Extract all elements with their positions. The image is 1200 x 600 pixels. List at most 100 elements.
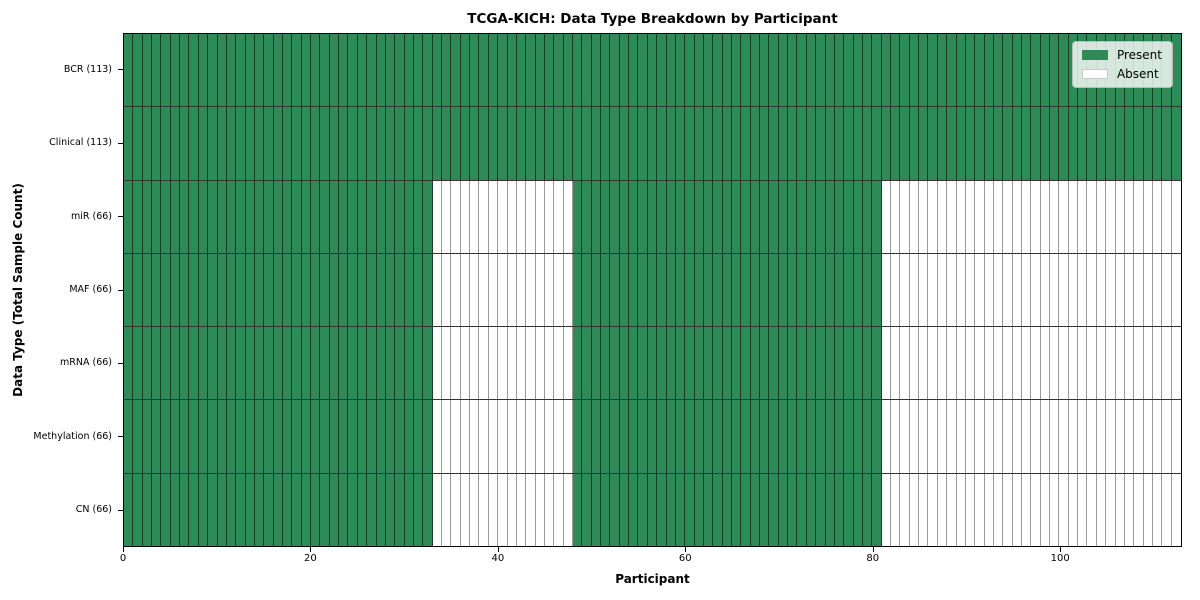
cell-MAF-7	[189, 253, 199, 327]
cell-CN-90	[965, 473, 976, 546]
chart-title: TCGA-KICH: Data Type Breakdown by Partic…	[467, 11, 838, 27]
cell-miR-112	[1171, 180, 1181, 253]
cell-BCR-53	[619, 34, 630, 107]
cell-mRNA-41	[507, 327, 517, 400]
cell-miR-77	[844, 180, 854, 253]
cell-Clinical-2	[142, 107, 153, 180]
cell-CN-67	[750, 473, 761, 546]
cell-miR-90	[965, 180, 976, 253]
cell-Methylation-73	[806, 400, 817, 473]
cell-BCR-14	[254, 34, 265, 107]
cell-CN-98	[1040, 473, 1051, 546]
cell-BCR-48	[572, 34, 583, 107]
legend: Present Absent	[1071, 41, 1173, 88]
cell-BCR-8	[198, 34, 209, 107]
cell-MAF-11	[226, 253, 237, 327]
cell-mRNA-98	[1040, 327, 1051, 400]
cell-CN-47	[563, 473, 573, 546]
cell-CN-25	[357, 473, 368, 546]
legend-entry-present: Present	[1081, 48, 1162, 62]
cell-Clinical-72	[797, 107, 807, 180]
cell-miR-13	[245, 180, 255, 253]
cell-Clinical-55	[638, 107, 648, 180]
cell-Clinical-102	[1078, 107, 1088, 180]
cell-Clinical-40	[498, 107, 508, 180]
cell-Methylation-8	[198, 400, 209, 473]
cell-CN-48	[572, 473, 583, 546]
cell-mRNA-80	[872, 327, 882, 400]
cell-Clinical-66	[741, 107, 751, 180]
cell-miR-23	[339, 180, 349, 253]
cell-mRNA-48	[572, 327, 583, 400]
cell-Clinical-83	[900, 107, 910, 180]
cell-BCR-68	[760, 34, 770, 107]
cell-BCR-72	[797, 34, 807, 107]
cell-Methylation-95	[1012, 400, 1022, 473]
cell-Methylation-53	[619, 400, 630, 473]
cell-Methylation-109	[1143, 400, 1153, 473]
cell-miR-94	[1003, 180, 1013, 253]
cell-Clinical-54	[629, 107, 639, 180]
cell-MAF-84	[909, 253, 920, 327]
cell-mRNA-43	[526, 327, 536, 400]
cell-Methylation-85	[919, 400, 929, 473]
cell-Clinical-13	[245, 107, 255, 180]
cell-CN-59	[675, 473, 686, 546]
xtick-label-80: 80	[866, 553, 880, 564]
cell-miR-28	[385, 180, 396, 253]
cell-Methylation-19	[301, 400, 312, 473]
cell-BCR-57	[657, 34, 667, 107]
cell-BCR-39	[488, 34, 499, 107]
cell-MAF-59	[675, 253, 686, 327]
cell-CN-109	[1143, 473, 1153, 546]
cell-Clinical-64	[722, 107, 732, 180]
cell-CN-41	[507, 473, 517, 546]
cell-Methylation-40	[498, 400, 508, 473]
cell-mRNA-17	[283, 327, 293, 400]
cell-CN-76	[834, 473, 845, 546]
cell-miR-86	[928, 180, 938, 253]
cell-Clinical-20	[311, 107, 321, 180]
cell-miR-82	[891, 180, 901, 253]
cell-BCR-30	[404, 34, 414, 107]
cell-CN-17	[283, 473, 293, 546]
ytick-mark	[118, 216, 123, 218]
cell-mRNA-0	[124, 327, 134, 400]
ytick-label-miR: miR (66)	[70, 210, 112, 222]
cell-CN-84	[909, 473, 920, 546]
cell-Methylation-82	[891, 400, 901, 473]
cell-mRNA-96	[1021, 327, 1032, 400]
cell-mRNA-26	[367, 327, 377, 400]
cell-BCR-112	[1171, 34, 1181, 107]
cell-MAF-68	[760, 253, 770, 327]
legend-label-present: Present	[1116, 48, 1162, 62]
cell-BCR-36	[460, 34, 471, 107]
cell-miR-68	[760, 180, 770, 253]
cell-CN-85	[919, 473, 929, 546]
cell-Methylation-23	[339, 400, 349, 473]
cell-Methylation-29	[395, 400, 405, 473]
cell-mRNA-102	[1078, 327, 1088, 400]
cell-Methylation-43	[526, 400, 536, 473]
cell-MAF-23	[339, 253, 349, 327]
cell-Clinical-11	[226, 107, 237, 180]
cell-mRNA-104	[1096, 327, 1107, 400]
cell-Methylation-15	[264, 400, 274, 473]
cell-Clinical-89	[956, 107, 966, 180]
cell-mRNA-54	[629, 327, 639, 400]
cell-MAF-12	[236, 253, 246, 327]
cell-miR-81	[881, 180, 892, 253]
cell-miR-43	[526, 180, 536, 253]
cell-MAF-79	[862, 253, 873, 327]
cell-BCR-47	[563, 34, 573, 107]
cell-CN-91	[975, 473, 985, 546]
cell-BCR-94	[1003, 34, 1013, 107]
cell-BCR-66	[741, 34, 751, 107]
cell-CN-42	[516, 473, 527, 546]
cell-CN-0	[124, 473, 134, 546]
cell-BCR-62	[703, 34, 714, 107]
cell-mRNA-69	[769, 327, 779, 400]
cell-Methylation-59	[675, 400, 686, 473]
cell-BCR-87	[937, 34, 948, 107]
cell-Clinical-70	[778, 107, 789, 180]
